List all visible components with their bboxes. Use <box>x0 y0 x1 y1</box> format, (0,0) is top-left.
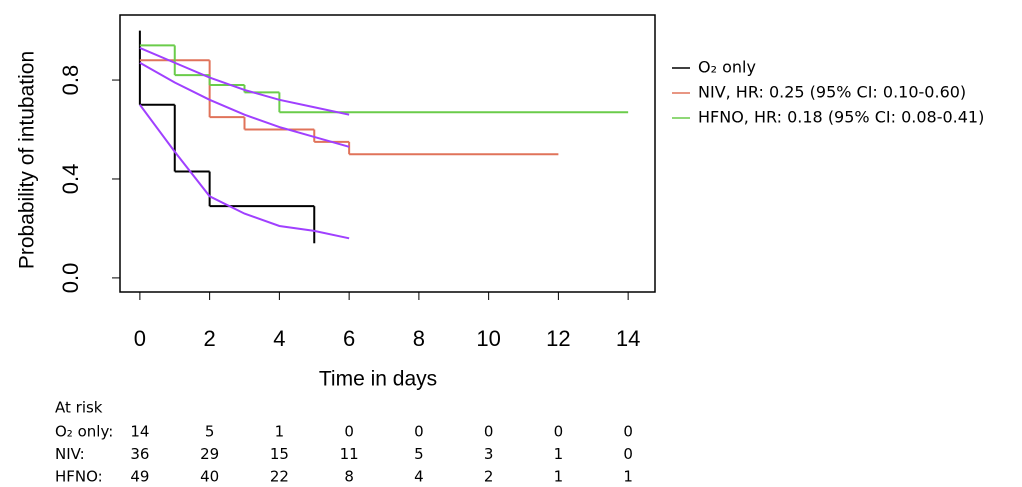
at-risk-label: HFNO: <box>55 468 103 486</box>
x-tick-label: 14 <box>616 326 640 351</box>
at-risk-count: 40 <box>200 468 219 486</box>
at-risk-count: 0 <box>623 445 633 463</box>
at-risk-count: 0 <box>623 423 633 441</box>
x-tick-label: 6 <box>343 326 355 351</box>
at-risk-count: 49 <box>130 468 149 486</box>
legend-label: O₂ only <box>698 58 756 77</box>
x-tick-label: 8 <box>413 326 425 351</box>
legend-label: HFNO, HR: 0.18 (95% CI: 0.08-0.41) <box>698 108 984 127</box>
at-risk-count: 0 <box>344 423 354 441</box>
at-risk-count: 4 <box>414 468 424 486</box>
at-risk-count: 5 <box>205 423 215 441</box>
at-risk-count: 0 <box>554 423 564 441</box>
at-risk-count: 14 <box>130 423 149 441</box>
at-risk-count: 1 <box>623 468 633 486</box>
x-tick-label: 12 <box>546 326 570 351</box>
at-risk-count: 8 <box>344 468 354 486</box>
at-risk-count: 1 <box>554 445 564 463</box>
at-risk-count: 15 <box>270 445 289 463</box>
x-axis-label: Time in days <box>319 368 437 391</box>
x-tick-label: 0 <box>134 326 146 351</box>
fitted-curve <box>139 104 350 240</box>
at-risk-title: At risk <box>55 399 103 417</box>
at-risk-count: 0 <box>484 423 494 441</box>
at-risk-count: 1 <box>275 423 285 441</box>
at-risk-count: 29 <box>200 445 219 463</box>
at-risk-label: O₂ only: <box>55 423 113 441</box>
fitted-curve <box>139 46 350 116</box>
at-risk-count: 1 <box>554 468 564 486</box>
y-tick-label: 0.8 <box>58 65 83 96</box>
at-risk-count: 2 <box>484 468 494 486</box>
at-risk-count: 0 <box>414 423 424 441</box>
y-tick-label: 0.0 <box>58 263 83 294</box>
at-risk-count: 36 <box>130 445 149 463</box>
fitted-curve <box>139 61 350 148</box>
y-tick-label: 0.4 <box>58 164 83 195</box>
at-risk-count: 11 <box>340 445 359 463</box>
y-axis-label: Probability of intubation <box>16 51 39 269</box>
x-tick-label: 2 <box>204 326 216 351</box>
at-risk-count: 5 <box>414 445 424 463</box>
x-tick-label: 4 <box>273 326 285 351</box>
legend-label: NIV, HR: 0.25 (95% CI: 0.10-0.60) <box>698 83 966 102</box>
at-risk-count: 22 <box>270 468 289 486</box>
at-risk-count: 3 <box>484 445 494 463</box>
x-tick-label: 10 <box>476 326 500 351</box>
at-risk-label: NIV: <box>55 445 85 463</box>
